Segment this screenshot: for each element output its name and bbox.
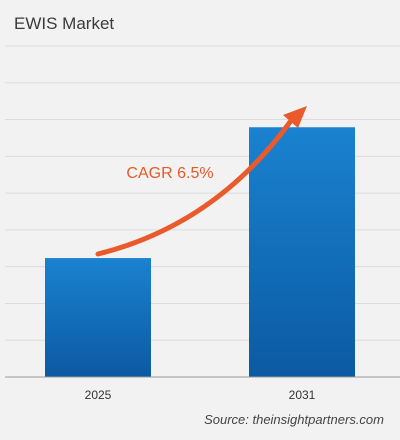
bar-2031 (249, 127, 355, 377)
cagr-arrow-head (283, 106, 307, 128)
bars (45, 127, 355, 377)
cagr-label: CAGR 6.5% (126, 165, 213, 182)
cagr-arrow (95, 119, 293, 257)
x-tick-label: 2031 (289, 388, 316, 402)
x-tick-label: 2025 (85, 388, 112, 402)
x-tick-labels: 2025 2031 (85, 388, 316, 402)
chart-title: EWIS Market (14, 14, 115, 33)
bar-2025 (45, 258, 151, 377)
source-note: Source: theinsightpartners.com (204, 412, 384, 427)
